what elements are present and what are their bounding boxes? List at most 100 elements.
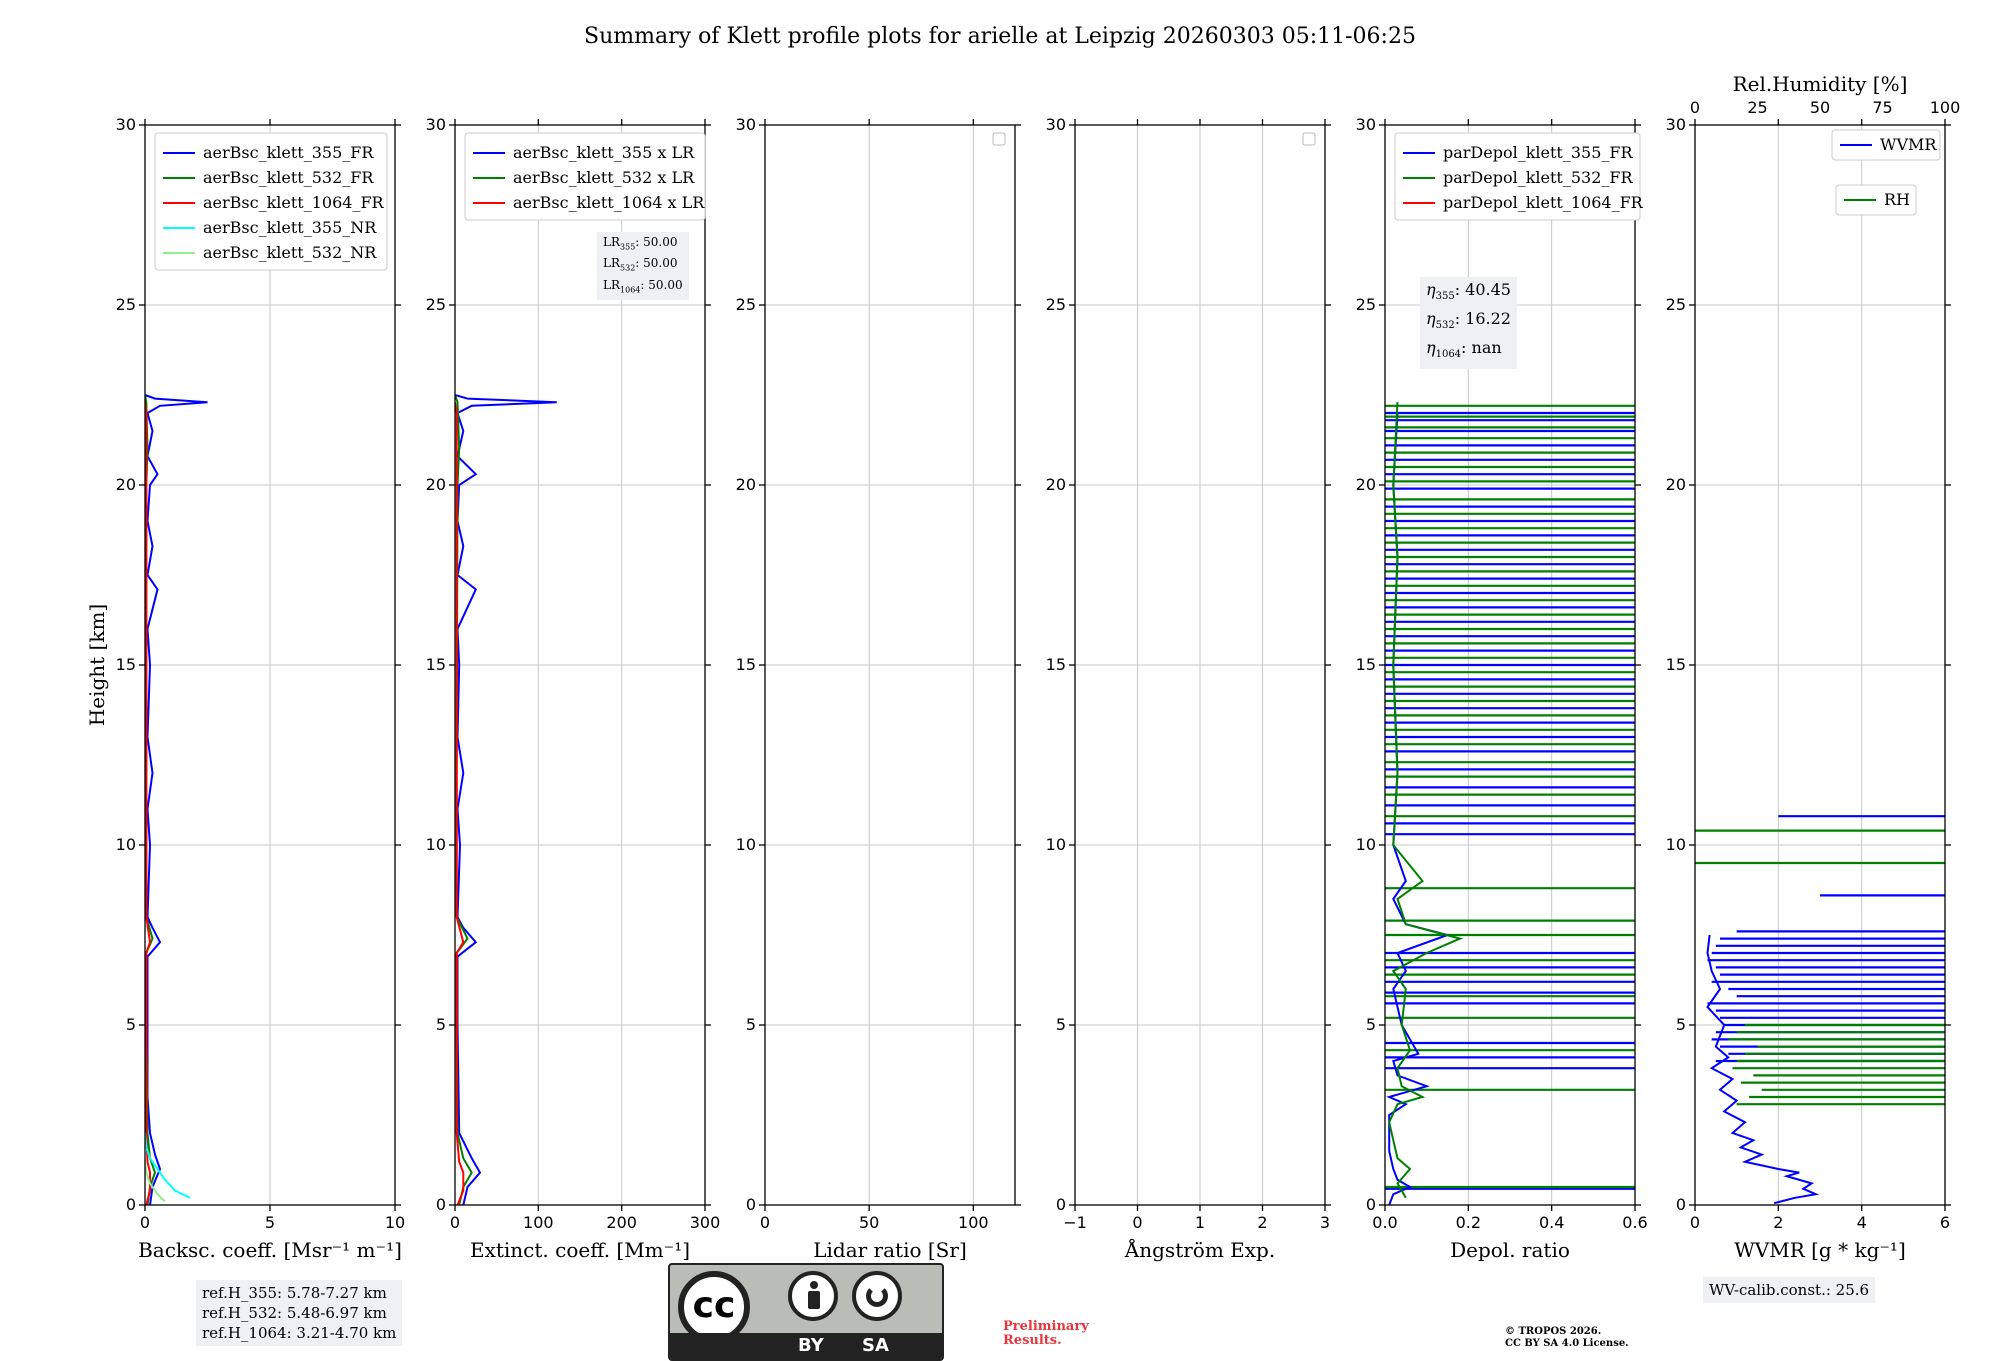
data-wv [1695, 815, 1945, 1205]
cc-badge-bottom-bar: BY SA [670, 1333, 942, 1359]
ytick-label-wv: 25 [1666, 295, 1686, 314]
ytick-label-bsc: 10 [116, 835, 136, 854]
xtick-label-lr: 0 [760, 1213, 770, 1232]
eta-532-row: η532: 16.22 [1426, 309, 1511, 332]
series-aerBsc_klett_355 x LR [455, 394, 557, 1205]
ytick-label-ext: 5 [436, 1015, 446, 1034]
legend-label-aerBsc_klett_532_FR: aerBsc_klett_532_FR [203, 168, 374, 187]
ytick-label-lr: 5 [746, 1015, 756, 1034]
ytick-label-depol: 15 [1356, 655, 1376, 674]
legend-label-parDepol_klett_1064_FR: parDepol_klett_1064_FR [1443, 193, 1644, 212]
series-WVMR [1706, 934, 1820, 1205]
ref-height-355: ref.H_355: 5.78-7.27 km [202, 1284, 387, 1302]
legend-label-RH: RH [1884, 190, 1910, 209]
legend-empty-lr [992, 132, 1006, 146]
ytick-label-ext: 15 [426, 655, 446, 674]
panel-lr: 0 50 100 0 5 10 15 20 25 30 Lidar ratio [Sr] [736, 115, 1021, 1262]
lr-355-row: LR355: 50.00 [603, 235, 678, 252]
ytick-label-depol: 30 [1356, 115, 1376, 134]
ytick-label-lr: 0 [746, 1195, 756, 1214]
copyright-line-1: © TROPOS 2026. [1505, 1326, 1602, 1337]
legend-box-ext [464, 132, 706, 221]
cc-sa-label: SA [862, 1335, 889, 1356]
lr-1064-value: 50.00 [648, 277, 683, 292]
ytick-label-wv: 0 [1676, 1195, 1686, 1214]
legend-label-parDepol_klett_355_FR: parDepol_klett_355_FR [1443, 143, 1634, 162]
wv-calib-const: WV-calib.const.: 25.6 [1709, 1281, 1870, 1299]
ytick-label-lr: 20 [736, 475, 756, 494]
wv-calib-box: WV-calib.const.: 25.6 [1703, 1277, 1876, 1303]
ytick-label-ext: 0 [436, 1195, 446, 1214]
xtick-label-depol: 0.0 [1372, 1213, 1397, 1232]
legend-box-wv [1831, 129, 1941, 161]
cc-by-label: BY [798, 1335, 824, 1356]
panel-wv: 0 2 4 6 0 5 10 15 20 25 30 WVMR [g * kg⁻¹] 0 25 50 75 10… [1666, 72, 1961, 1262]
ylabel-bsc: Height [km] [85, 604, 109, 726]
by-person-icon [788, 1271, 838, 1321]
ytick-label-wv: 5 [1676, 1015, 1686, 1034]
lr-532-value: 50.00 [643, 256, 678, 271]
series-parDepol_klett_532_FR [1388, 402, 1464, 1199]
x2label-wv: Rel.Humidity [%] [1733, 72, 1908, 96]
xtick-label-ang: 1 [1195, 1213, 1205, 1232]
x2tick-label-wv: 100 [1930, 98, 1961, 117]
ytick-label-ang: 30 [1046, 115, 1066, 134]
ytick-label-bsc: 15 [116, 655, 136, 674]
ytick-label-bsc: 30 [116, 115, 136, 134]
ytick-label-depol: 25 [1356, 295, 1376, 314]
ytick-label-ext: 10 [426, 835, 446, 854]
figure-title: Summary of Klett profile plots for ariel… [584, 24, 1416, 49]
ytick-label-ang: 10 [1046, 835, 1066, 854]
ytick-label-bsc: 25 [116, 295, 136, 314]
lr-532-row: LR532: 50.00 [603, 256, 678, 273]
data-bsc [145, 394, 208, 1205]
legend-label-aerBsc_klett_1064_FR: aerBsc_klett_1064_FR [203, 193, 385, 212]
xtick-label-depol: 0.4 [1539, 1213, 1564, 1232]
preliminary-results-note: Preliminary Results. [1003, 1320, 1089, 1348]
panel-ext: 0 100 200 300 0 5 10 15 20 25 30 Extinct. coeff. [M… [426, 115, 721, 1262]
legend-box-depol [1394, 132, 1641, 221]
preliminary-line-2: Results. [1003, 1333, 1062, 1348]
ytick-label-wv: 20 [1666, 475, 1686, 494]
xtick-label-wv: 4 [1857, 1213, 1867, 1232]
ytick-label-ang: 5 [1056, 1015, 1066, 1034]
eta-355-value: 40.45 [1465, 280, 1511, 299]
xtick-label-depol: 0.2 [1456, 1213, 1481, 1232]
eta-532-value: 16.22 [1465, 309, 1511, 329]
legend-label-aerBsc_klett_355_NR: aerBsc_klett_355_NR [203, 218, 377, 237]
xtick-label-lr: 100 [958, 1213, 989, 1232]
ytick-label-ang: 15 [1046, 655, 1066, 674]
series-aerBsc_klett_355_FR [145, 394, 208, 1205]
ytick-label-depol: 10 [1356, 835, 1376, 854]
data-ext [455, 394, 557, 1205]
xtick-label-ext: 100 [523, 1213, 554, 1232]
ytick-label-bsc: 5 [126, 1015, 136, 1034]
xtick-label-ext: 0 [450, 1213, 460, 1232]
ytick-label-ext: 25 [426, 295, 446, 314]
ytick-label-depol: 5 [1366, 1015, 1376, 1034]
series-aerBsc_klett_1064 x LR [455, 402, 465, 1205]
xtick-label-depol: 0.6 [1622, 1213, 1647, 1232]
sa-share-icon [852, 1271, 902, 1321]
series-parDepol_klett_355_FR [1386, 412, 1451, 1205]
lidar-ratio-box: LR355: 50.00 LR532: 50.00 LR1064: 50.00 [597, 232, 689, 301]
xtick-label-bsc: 0 [140, 1213, 150, 1232]
eta-1064-row: η1064: nan [1426, 338, 1502, 361]
xlabel-wv: WVMR [g * kg⁻¹] [1734, 1238, 1906, 1262]
cc-logo-text: cc [692, 1285, 736, 1326]
legend-label-WVMR: WVMR [1880, 135, 1937, 154]
ytick-label-ang: 0 [1056, 1195, 1066, 1214]
ref-height-1064: ref.H_1064: 3.21-4.70 km [202, 1324, 397, 1342]
preliminary-line-1: Preliminary [1003, 1319, 1089, 1334]
ytick-label-ang: 20 [1046, 475, 1066, 494]
eta-355-row: η355: 40.45 [1426, 280, 1511, 303]
lr-355-value: 50.00 [643, 235, 678, 249]
xtick-label-ang: 2 [1257, 1213, 1267, 1232]
ytick-label-wv: 30 [1666, 115, 1686, 134]
legend-label-aerBsc_klett_355_FR: aerBsc_klett_355_FR [203, 143, 374, 162]
xtick-label-ang: −1 [1063, 1213, 1087, 1232]
ytick-label-bsc: 0 [126, 1195, 136, 1214]
copyright-line-2: CC BY SA 4.0 License. [1505, 1338, 1629, 1349]
x2tick-label-wv: 75 [1872, 98, 1892, 117]
legend-label-aerBsc_klett_1064 x LR: aerBsc_klett_1064 x LR [513, 193, 705, 212]
